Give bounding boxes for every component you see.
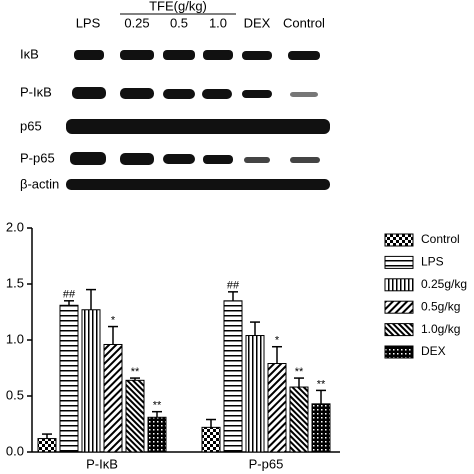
error-bar (42, 433, 52, 439)
y-tick-label: 1.5 (6, 275, 24, 290)
error-bar (272, 345, 282, 364)
band (202, 89, 232, 99)
band (163, 50, 195, 60)
lane-label: 0.5 (170, 15, 188, 30)
legend-label: 0.5g/kg (421, 299, 460, 313)
error-bar (152, 410, 162, 418)
band (120, 50, 154, 60)
band (66, 119, 330, 134)
row-label: P-IκB (20, 84, 52, 99)
blot-header: TFE(g/kg) (149, 0, 207, 13)
bar (245, 335, 265, 453)
y-tick-label: 1.0 (6, 331, 24, 346)
bar (125, 379, 145, 453)
error-bar (250, 321, 260, 336)
error-bar (206, 418, 216, 428)
lane-label: DEX (244, 15, 271, 30)
band (290, 92, 318, 97)
row-label: p65 (20, 118, 42, 133)
significance-label: ## (63, 289, 76, 301)
bar (311, 403, 331, 453)
legend-swatch (384, 300, 414, 314)
lane-label: 0.25 (124, 15, 149, 30)
band (120, 88, 154, 99)
significance-label: ** (317, 378, 326, 390)
row-label: P-p65 (20, 150, 55, 165)
band (66, 179, 330, 190)
lane-label: 1.0 (209, 15, 227, 30)
legend-label: 0.25g/kg (421, 277, 467, 291)
error-bar (294, 377, 304, 388)
band (203, 50, 233, 60)
band (72, 87, 106, 99)
band (70, 152, 106, 165)
significance-label: ** (153, 400, 162, 412)
bar (201, 426, 221, 453)
band (288, 51, 320, 60)
lane-label: LPS (76, 15, 101, 30)
x-tick-label: P-IκB (86, 456, 118, 471)
bar (37, 438, 57, 453)
legend-swatch (384, 255, 414, 269)
y-tick-label: 0.5 (6, 387, 24, 402)
band (74, 50, 104, 60)
y-tick-label: 2.0 (6, 219, 24, 234)
error-bar (64, 300, 74, 306)
bar (289, 386, 309, 453)
bar (59, 304, 79, 453)
band (163, 154, 195, 164)
significance-label: * (275, 335, 280, 347)
significance-label: * (111, 314, 116, 326)
band (242, 90, 272, 98)
y-tick-label: 0.0 (6, 443, 24, 458)
bar (103, 343, 123, 453)
significance-label: ** (131, 366, 140, 378)
error-bar (228, 291, 238, 301)
bar (267, 363, 287, 453)
row-label: β-actin (20, 176, 59, 191)
legend-swatch (384, 345, 414, 359)
western-blot: TFE(g/kg) (66, 0, 330, 190)
row-label: IκB (20, 46, 39, 61)
bar (147, 416, 167, 453)
x-tick-label: P-p65 (249, 456, 284, 471)
error-bar (316, 389, 326, 404)
band (242, 51, 272, 60)
bar (81, 309, 101, 453)
blot-bands (66, 50, 330, 190)
error-bar (130, 377, 140, 381)
band (163, 89, 195, 99)
legend-swatch (384, 233, 414, 247)
significance-label: ** (295, 366, 304, 378)
error-bar (86, 288, 96, 310)
band (120, 153, 154, 165)
legend-label: DEX (421, 344, 446, 358)
band (244, 157, 270, 163)
legend-label: LPS (421, 255, 444, 269)
legend-label: 1.0g/kg (421, 322, 460, 336)
legend-swatch (384, 323, 414, 337)
lane-label: Control (283, 15, 325, 30)
error-bar (108, 325, 118, 345)
band (203, 155, 233, 164)
legend-label: Control (421, 232, 460, 246)
band (290, 157, 320, 163)
legend-swatch (384, 278, 414, 292)
significance-label: ## (227, 280, 240, 292)
bar (223, 300, 243, 453)
